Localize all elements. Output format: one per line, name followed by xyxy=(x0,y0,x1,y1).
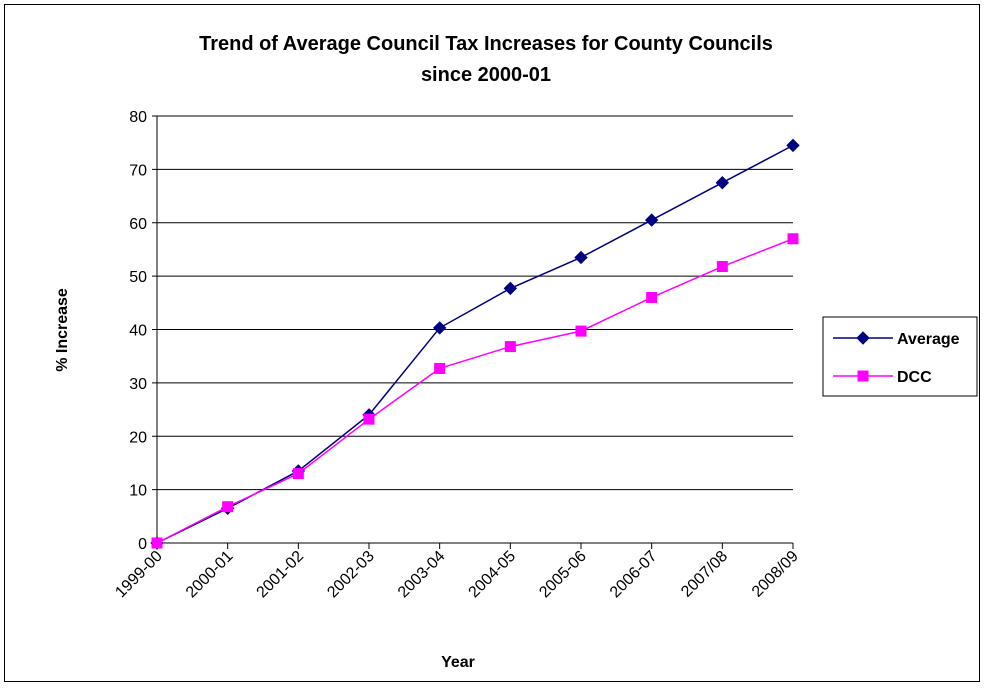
data-point xyxy=(644,213,659,227)
y-tick-label: 60 xyxy=(129,216,147,233)
data-point xyxy=(503,281,518,296)
x-tick-label: 2002-03 xyxy=(324,548,378,602)
data-point xyxy=(787,233,799,245)
data-point xyxy=(151,537,163,549)
y-tick-label: 20 xyxy=(129,429,147,446)
legend-marker xyxy=(857,370,869,382)
y-axis-title: % Increase xyxy=(54,288,71,372)
data-point xyxy=(716,261,728,273)
y-tick-label: 10 xyxy=(129,483,147,500)
data-point xyxy=(715,176,730,190)
chart-area xyxy=(4,4,980,682)
series-line xyxy=(156,238,794,544)
x-tick-label: 2003-04 xyxy=(395,548,449,602)
data-point xyxy=(786,138,800,153)
legend-box xyxy=(822,316,978,397)
x-axis-title: Year xyxy=(441,654,475,671)
legend-marker xyxy=(856,331,870,345)
data-point xyxy=(363,413,375,425)
data-point xyxy=(575,325,587,337)
x-tick-label: 2008/09 xyxy=(749,548,802,601)
gridlines xyxy=(157,115,793,491)
y-tick-label: 80 xyxy=(129,109,147,126)
legend-item-average: Average xyxy=(833,331,960,348)
chart-title: Trend of Average Council Tax Increases f… xyxy=(199,33,773,55)
y-tick-label: 50 xyxy=(129,269,147,286)
y-tick-label: 30 xyxy=(129,376,147,393)
data-point xyxy=(434,362,446,374)
series-line xyxy=(156,144,794,544)
legend-label: Average xyxy=(897,331,960,348)
axes xyxy=(152,115,794,549)
x-tick-label: 1999-00 xyxy=(112,548,166,602)
data-point xyxy=(504,341,516,353)
data-point xyxy=(432,321,447,335)
series-dcc xyxy=(151,233,799,549)
legend-label: DCC xyxy=(897,369,932,386)
y-tick-label: 40 xyxy=(129,323,147,340)
x-tick-label: 2004-05 xyxy=(466,548,520,602)
plot-area: 0 10 20 30 40 50 60 70 80 1999-00 2000-01 2001-02 2… xyxy=(112,109,802,601)
x-tick-label: 2006-07 xyxy=(607,548,661,602)
x-tick-label: 2000-01 xyxy=(183,548,237,602)
y-tick-label: 0 xyxy=(138,536,147,553)
legend: Average DCC xyxy=(822,316,978,397)
data-point xyxy=(222,501,234,513)
chart-title-line-2: since 2000-01 xyxy=(421,64,551,86)
y-tick-label: 70 xyxy=(129,162,147,179)
data-point xyxy=(574,250,588,265)
data-point xyxy=(292,468,304,480)
x-tick-label: 2007/08 xyxy=(678,548,731,601)
data-point xyxy=(646,291,658,303)
legend-item-dcc: DCC xyxy=(833,369,932,386)
series-layer xyxy=(150,138,800,550)
x-tick-labels: 1999-00 2000-01 2001-02 2002-03 2003-04 2004-… xyxy=(112,548,802,602)
y-tick-labels: 0 10 20 30 40 50 60 70 80 xyxy=(129,109,147,553)
x-tick-label: 2005-06 xyxy=(536,548,590,602)
x-tick-label: 2001-02 xyxy=(254,548,308,602)
series-average xyxy=(150,138,800,550)
